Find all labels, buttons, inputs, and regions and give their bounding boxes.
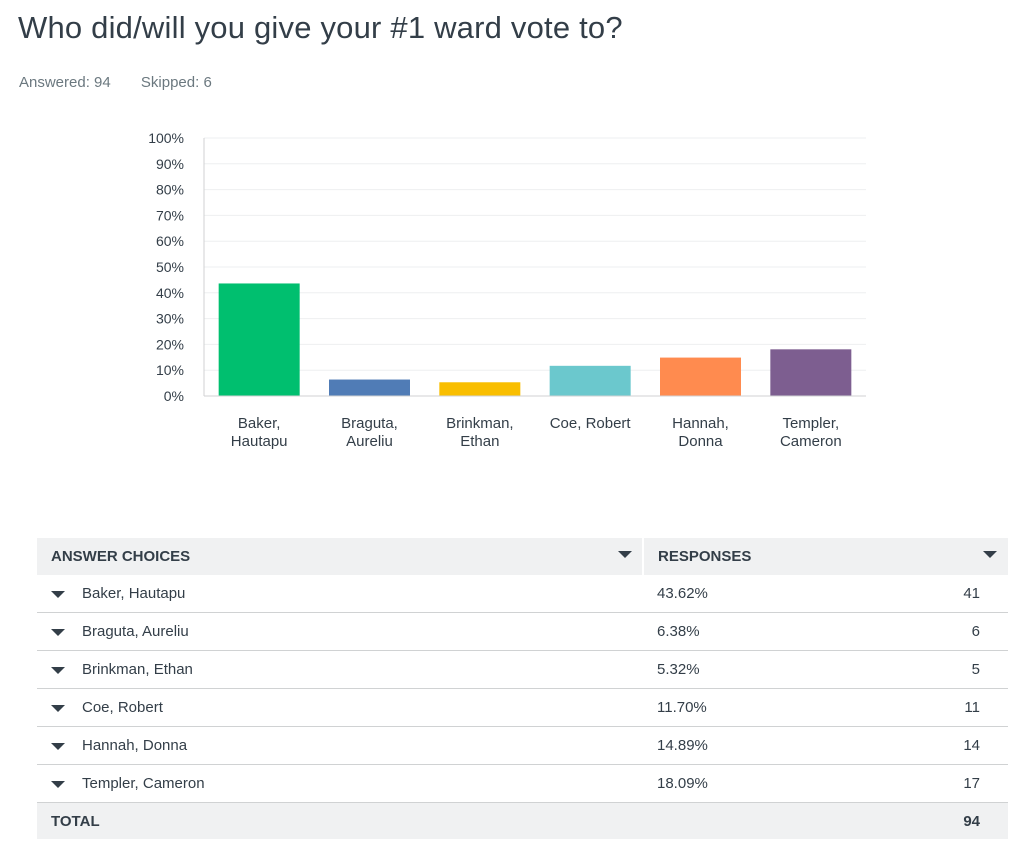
bar[interactable] (439, 382, 521, 396)
expand-row-icon[interactable] (51, 590, 65, 598)
x-tick-label: Baker, Hautapu (231, 415, 288, 450)
bar[interactable] (549, 365, 631, 396)
x-tick-label: Coe, Robert (550, 415, 632, 432)
response-count: 17 (957, 764, 1008, 803)
answer-choice-label: Templer, Cameron (82, 775, 205, 792)
sort-responses-icon[interactable] (983, 551, 997, 558)
answer-choice-label: Baker, Hautapu (82, 585, 186, 602)
answer-choice-label: Braguta, Aureliu (82, 623, 189, 640)
y-tick-label: 50% (156, 259, 184, 275)
response-percent: 5.32% (643, 650, 957, 689)
y-tick-label: 30% (156, 311, 184, 327)
response-percent: 43.62% (643, 575, 957, 613)
response-count: 6 (957, 612, 1008, 651)
response-percent: 11.70% (643, 688, 957, 727)
bar[interactable] (770, 349, 852, 396)
bar[interactable] (218, 283, 300, 396)
y-tick-label: 60% (156, 233, 184, 249)
total-row: TOTAL 94 (37, 802, 1008, 839)
question-title: Who did/will you give your #1 ward vote … (18, 10, 623, 45)
y-tick-label: 80% (156, 182, 184, 198)
answer-choice-label: Hannah, Donna (82, 737, 188, 754)
bars (218, 283, 852, 396)
expand-row-icon[interactable] (51, 666, 65, 674)
table-row[interactable]: Braguta, Aureliu 6.38% 6 (37, 612, 1008, 651)
x-axis-labels: Baker, Hautapu Braguta, Aureliu Brinkman, Eth… (231, 415, 842, 450)
y-tick-label: 90% (156, 156, 184, 172)
x-tick-label: Brinkman, Ethan (446, 415, 514, 450)
y-tick-label: 70% (156, 207, 184, 223)
y-tick-label: 40% (156, 285, 184, 301)
responses-header-label: RESPONSES (658, 548, 752, 565)
response-count: 11 (957, 688, 1008, 727)
response-count: 41 (957, 575, 1008, 613)
answer-choice-cell: Braguta, Aureliu (37, 612, 643, 651)
response-percent: 18.09% (643, 764, 957, 803)
gridlines (204, 137, 866, 371)
table-row[interactable]: Coe, Robert 11.70% 11 (37, 688, 1008, 727)
table-header-row: ANSWER CHOICES RESPONSES (37, 538, 1008, 575)
y-tick-label: 20% (156, 336, 184, 352)
y-tick-label: 10% (156, 362, 184, 378)
responses-header[interactable]: RESPONSES (643, 538, 1008, 575)
bar[interactable] (660, 357, 741, 396)
table-row[interactable]: Baker, Hautapu 43.62% 41 (37, 575, 1008, 613)
total-label: TOTAL (37, 802, 957, 839)
response-percent: 14.89% (643, 726, 957, 765)
expand-row-icon[interactable] (51, 628, 65, 636)
y-tick-label: 0% (164, 388, 184, 404)
answer-choices-header[interactable]: ANSWER CHOICES (37, 538, 644, 575)
response-count: 14 (957, 726, 1008, 765)
answered-count: Answered: 94 (19, 74, 111, 91)
expand-row-icon[interactable] (51, 742, 65, 750)
answer-choice-cell: Baker, Hautapu (37, 575, 643, 613)
answer-choice-label: Coe, Robert (82, 699, 163, 716)
table-row[interactable]: Brinkman, Ethan 5.32% 5 (37, 650, 1008, 689)
table-row[interactable]: Templer, Cameron 18.09% 17 (37, 764, 1008, 803)
x-tick-label: Braguta, Aureliu (341, 415, 398, 450)
skipped-count: Skipped: 6 (140, 74, 212, 91)
answer-choice-cell: Coe, Robert (37, 688, 643, 727)
answer-choice-label: Brinkman, Ethan (82, 661, 193, 678)
answer-choice-cell: Hannah, Donna (37, 726, 643, 765)
total-count: 94 (957, 802, 1008, 839)
responses-table: ANSWER CHOICES RESPONSES Baker, Hautapu … (37, 538, 1008, 839)
expand-row-icon[interactable] (51, 704, 65, 712)
sort-answer-choices-icon[interactable] (618, 551, 632, 558)
bar-chart: 0% 10% 20% 30% 40% 50% 60% 70% 80% 90% 100% Baker,… (148, 130, 866, 450)
expand-row-icon[interactable] (51, 780, 65, 788)
answer-choices-header-label: ANSWER CHOICES (51, 548, 191, 565)
bar[interactable] (329, 379, 410, 396)
x-tick-label: Templer, Cameron (780, 415, 842, 450)
x-tick-label: Hannah, Donna (672, 415, 729, 450)
answer-choice-cell: Brinkman, Ethan (37, 650, 643, 689)
y-tick-label: 100% (148, 130, 184, 146)
table-row[interactable]: Hannah, Donna 14.89% 14 (37, 726, 1008, 765)
answer-choice-cell: Templer, Cameron (37, 764, 643, 803)
response-percent: 6.38% (643, 612, 957, 651)
response-count: 5 (957, 650, 1008, 689)
y-axis-labels: 0% 10% 20% 30% 40% 50% 60% 70% 80% 90% 100% (148, 130, 184, 404)
response-stats: Answered: 94 Skipped: 6 (19, 74, 212, 91)
